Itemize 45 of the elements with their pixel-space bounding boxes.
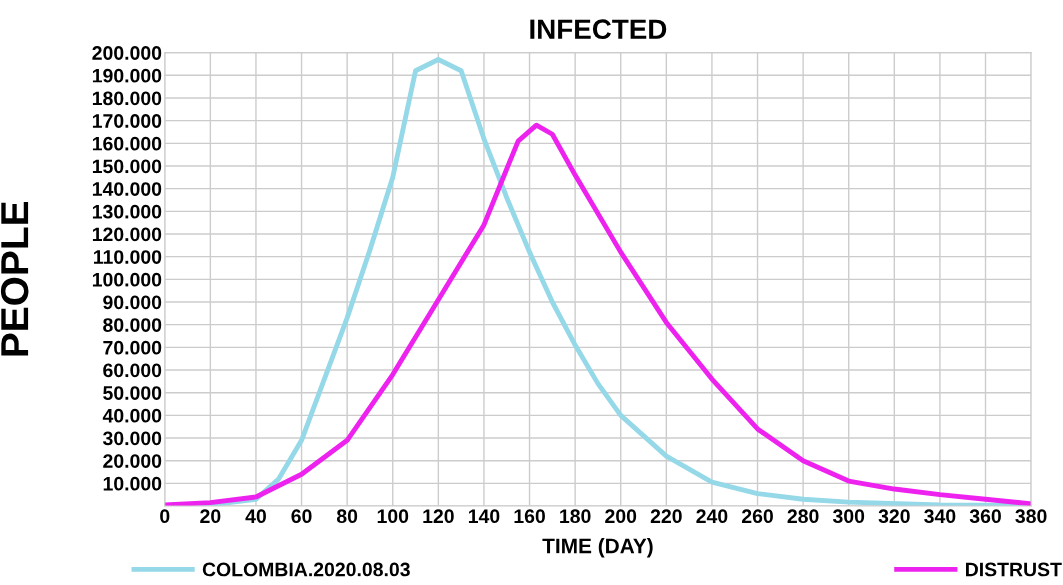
x-tick-label: 180 [560,509,591,524]
x-tick-label: 0 [160,509,170,524]
x-tick-label: 60 [291,509,312,524]
x-tick-label: 260 [741,509,773,524]
y-tick-label: 50.000 [103,386,162,400]
x-tick-label: 340 [924,509,956,524]
x-tick-label: 100 [377,509,409,524]
y-tick-label: 130.000 [92,204,162,219]
y-tick-label: 140.000 [92,182,162,196]
y-tick-label: 70.000 [103,340,162,355]
x-tick-label: 200 [605,509,637,524]
y-tick-label: 190.000 [92,68,162,83]
y-tick-label: 60.000 [103,363,162,378]
y-tick-label: 30.000 [102,431,162,446]
x-tick-label: 320 [878,509,910,524]
x-tick-label: 20 [200,509,221,524]
y-tick-label: 170.000 [92,114,162,128]
legend-label: DISTRUST [966,562,1062,577]
x-tick-label: 240 [696,509,728,524]
x-tick-label: 360 [969,509,1001,524]
y-tick-label: 80.000 [103,318,162,332]
x-tick-label: 120 [423,509,454,524]
y-tick-label: 160.000 [92,136,162,151]
x-axis-title: TIME (DAY) [542,538,653,558]
y-tick-label: 110.000 [94,250,162,264]
legend-label: COLOMBIA.2020.08.03 [202,562,410,577]
y-tick-label: 150.000 [92,159,162,174]
chart-title: INFECTED [530,19,667,40]
x-tick-label: 40 [245,509,266,524]
y-tick-label: 120.000 [92,227,162,242]
y-tick-label: 10.000 [103,476,162,491]
y-tick-label: 100.000 [92,272,162,287]
y-tick-label: 20.000 [103,454,162,468]
x-tick-label: 220 [650,509,682,524]
x-tick-label: 280 [787,509,819,524]
y-tick-label: 200.000 [92,46,162,60]
y-axis-title: PEOPLE [0,201,29,356]
y-tick-label: 90.000 [103,295,162,310]
x-tick-label: 300 [832,509,865,524]
y-tick-label: 180.000 [92,91,162,106]
x-tick-label: 160 [514,509,545,524]
x-tick-label: 80 [336,509,358,524]
x-tick-label: 140 [468,509,500,524]
y-tick-label: 40.000 [102,408,162,423]
x-tick-label: 380 [1015,509,1047,524]
